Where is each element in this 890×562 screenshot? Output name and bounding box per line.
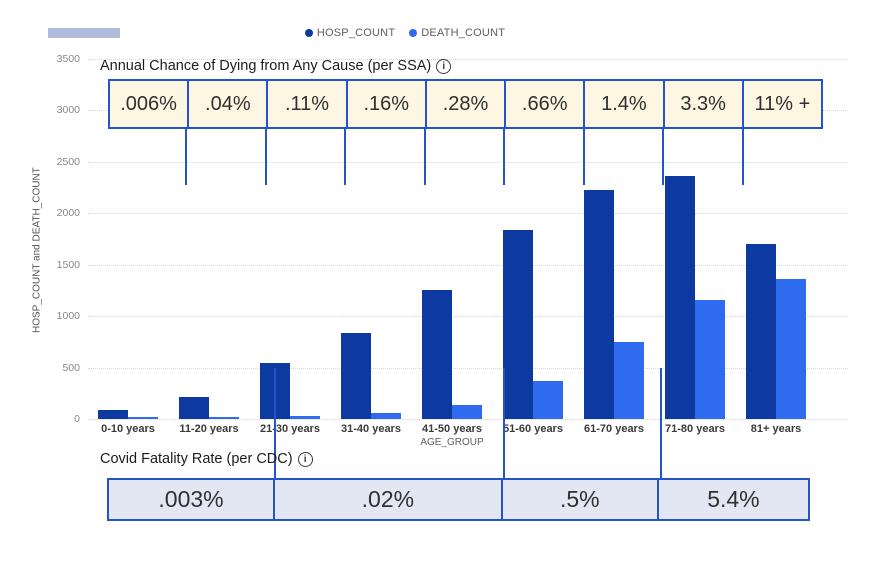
bar-death_count-1[interactable] [128, 417, 158, 419]
cdc-divider-line [503, 368, 505, 521]
legend-dot-icon [409, 29, 418, 37]
cdc-cell-4: 5.4% [707, 486, 760, 512]
chart-legend: HOSP_COUNT DEATH_COUNT [0, 27, 810, 39]
cdc-cell-1: .003% [109, 480, 276, 519]
legend-label: HOSP_COUNT [316, 27, 396, 39]
x-axis-label: 61-70 years [584, 423, 644, 435]
bar-hosp_count-4[interactable] [341, 333, 371, 419]
x-axis-label: 81+ years [750, 423, 802, 435]
x-axis-label: 51-60 years [503, 423, 563, 435]
legend-label: DEATH_COUNT [421, 27, 506, 39]
ssa-divider-line [503, 129, 506, 185]
cdc-annotation-title: Covid Fatality Rate (per CDC) i [100, 451, 313, 467]
window-fragment-bar [48, 28, 120, 38]
y-tick-label: 3500 [56, 53, 80, 65]
ssa-cell-5: .28% [427, 81, 507, 127]
ssa-cell-7: 1.4% [585, 81, 665, 127]
ssa-divider-line [741, 129, 744, 185]
ssa-divider-line [423, 129, 426, 185]
cdc-cell-3: .5% [503, 480, 659, 519]
cdc-divider-line [274, 368, 276, 521]
bar-death_count-7[interactable] [614, 342, 644, 419]
bar-hosp_count-8[interactable] [665, 176, 695, 419]
bar-death_count-2[interactable] [209, 417, 239, 419]
bar-death_count-9[interactable] [776, 279, 806, 419]
ssa-divider-line [582, 129, 585, 185]
cdc-cell-2: .02% [275, 480, 503, 519]
x-axis-label: 41-50 years [422, 423, 482, 435]
ssa-divider-line [185, 129, 188, 185]
bar-death_count-5[interactable] [452, 405, 482, 419]
ssa-divider-line [662, 129, 665, 185]
bar-hosp_count-9[interactable] [746, 244, 776, 419]
ssa-cell-3: .11% [268, 81, 348, 127]
ssa-annotation-title: Annual Chance of Dying from Any Cause (p… [100, 58, 452, 74]
bar-death_count-3[interactable] [290, 416, 320, 419]
x-axis-label: 21-30 years [260, 423, 320, 435]
y-tick-label: 2000 [56, 207, 80, 220]
gridline-2500 [88, 161, 848, 163]
legend-item-hosp_count[interactable]: HOSP_COUNT [304, 27, 396, 39]
x-axis-label: 11-20 years [179, 423, 239, 435]
ssa-annotation-table: .006% .04% .11% .16% .28% .66% 1.4% 3.3% 11% + [108, 79, 823, 129]
bar-hosp_count-6[interactable] [503, 230, 533, 419]
bar-hosp_count-7[interactable] [584, 190, 614, 419]
legend-item-death_count[interactable]: DEATH_COUNT [409, 27, 505, 39]
y-tick-label: 0 [74, 413, 80, 425]
ssa-cell-6: .66% [506, 81, 586, 127]
y-tick-label: 1500 [56, 258, 80, 271]
x-axis-label: 71-80 years [665, 423, 725, 435]
gridline-500 [88, 367, 848, 369]
cdc-title-text: Covid Fatality Rate (per CDC) [100, 451, 293, 467]
gridline-0 [88, 419, 848, 420]
bar-death_count-6[interactable] [533, 381, 563, 419]
x-axis-label: 31-40 years [341, 423, 401, 435]
bar-hosp_count-5[interactable] [422, 290, 452, 419]
gridline-1500 [88, 264, 848, 266]
ssa-divider-line [264, 129, 267, 185]
gridline-3500 [88, 59, 848, 60]
ssa-title-text: Annual Chance of Dying from Any Cause (p… [100, 58, 432, 74]
bar-death_count-4[interactable] [371, 413, 401, 419]
gridline-2000 [88, 213, 848, 215]
y-tick-label: 500 [62, 361, 80, 374]
ssa-cell-2: .04% [189, 81, 269, 127]
info-icon[interactable]: i [297, 451, 313, 467]
y-tick-label: 1000 [56, 310, 80, 323]
cdc-divider-line [660, 368, 662, 521]
bar-hosp_count-2[interactable] [179, 397, 209, 419]
ssa-divider-line [344, 129, 347, 185]
legend-dot-icon [304, 29, 313, 37]
ssa-cell-1: .006% [110, 81, 190, 127]
ssa-cell-4: .16% [348, 81, 427, 127]
ssa-cell-9: 11% + [754, 92, 811, 115]
ssa-cell-8: 3.3% [665, 81, 744, 127]
gridline-1000 [88, 316, 848, 318]
x-axis-label: 0-10 years [101, 423, 155, 435]
bar-death_count-8[interactable] [695, 300, 725, 419]
bar-hosp_count-1[interactable] [98, 410, 128, 419]
x-axis-title: AGE_GROUP [420, 437, 484, 448]
y-tick-label: 2500 [56, 155, 80, 168]
info-icon[interactable]: i [436, 58, 452, 74]
y-tick-label: 3000 [56, 104, 80, 117]
cdc-annotation-table: .003% .02% .5% 5.4% [107, 478, 810, 521]
